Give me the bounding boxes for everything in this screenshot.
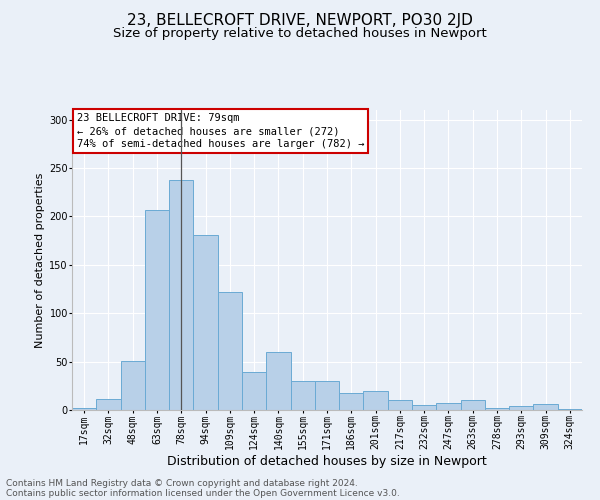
Bar <box>339 392 364 410</box>
Bar <box>533 404 558 410</box>
Bar <box>145 210 169 410</box>
Bar <box>266 352 290 410</box>
Bar <box>218 292 242 410</box>
Bar <box>436 403 461 410</box>
Bar <box>388 400 412 410</box>
Bar <box>121 360 145 410</box>
Text: Size of property relative to detached houses in Newport: Size of property relative to detached ho… <box>113 28 487 40</box>
Text: Contains HM Land Registry data © Crown copyright and database right 2024.: Contains HM Land Registry data © Crown c… <box>6 478 358 488</box>
Text: Contains public sector information licensed under the Open Government Licence v3: Contains public sector information licen… <box>6 488 400 498</box>
Text: 23 BELLECROFT DRIVE: 79sqm
← 26% of detached houses are smaller (272)
74% of sem: 23 BELLECROFT DRIVE: 79sqm ← 26% of deta… <box>77 113 365 150</box>
Bar <box>364 390 388 410</box>
Bar <box>485 408 509 410</box>
Y-axis label: Number of detached properties: Number of detached properties <box>35 172 45 348</box>
Bar <box>96 400 121 410</box>
Bar <box>412 405 436 410</box>
Bar <box>72 408 96 410</box>
Bar <box>558 409 582 410</box>
X-axis label: Distribution of detached houses by size in Newport: Distribution of detached houses by size … <box>167 455 487 468</box>
Bar <box>242 372 266 410</box>
Bar <box>193 235 218 410</box>
Bar <box>169 180 193 410</box>
Bar <box>315 381 339 410</box>
Bar <box>290 381 315 410</box>
Bar <box>509 406 533 410</box>
Bar <box>461 400 485 410</box>
Text: 23, BELLECROFT DRIVE, NEWPORT, PO30 2JD: 23, BELLECROFT DRIVE, NEWPORT, PO30 2JD <box>127 12 473 28</box>
